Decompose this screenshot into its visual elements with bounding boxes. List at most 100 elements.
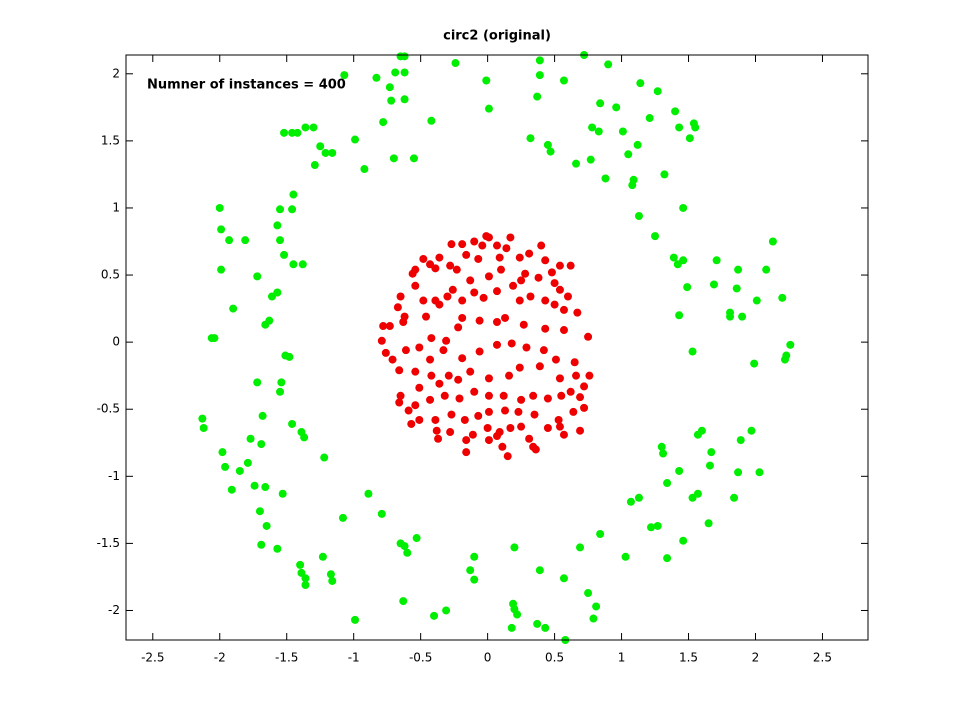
point — [470, 288, 479, 297]
point — [246, 434, 255, 443]
point — [426, 355, 435, 364]
point — [399, 318, 408, 327]
point — [432, 426, 441, 435]
x-tick-label: -1.5 — [275, 651, 298, 665]
point — [522, 343, 531, 352]
point — [455, 394, 464, 403]
point — [679, 536, 688, 545]
point — [250, 481, 259, 490]
point — [495, 253, 504, 262]
point — [446, 428, 455, 437]
point — [559, 430, 568, 439]
point — [257, 440, 266, 449]
point — [660, 170, 669, 179]
point — [458, 296, 467, 305]
point — [385, 322, 394, 331]
point — [412, 534, 421, 543]
point — [633, 140, 642, 149]
point — [736, 436, 745, 445]
point — [318, 552, 327, 561]
point — [704, 519, 713, 528]
point — [273, 544, 282, 553]
point — [484, 104, 493, 113]
point — [399, 597, 408, 606]
point — [780, 355, 789, 364]
point — [501, 313, 510, 322]
point — [381, 348, 390, 357]
y-tick-label: 1 — [112, 200, 120, 214]
point — [572, 159, 581, 168]
point — [675, 311, 684, 320]
point — [273, 288, 282, 297]
point — [221, 462, 230, 471]
point — [435, 379, 444, 388]
point — [705, 461, 714, 470]
x-tick-label: 1.5 — [679, 651, 698, 665]
point — [301, 123, 310, 132]
point — [225, 236, 234, 245]
point — [507, 339, 516, 348]
point — [521, 269, 530, 278]
point — [530, 410, 539, 419]
point — [624, 150, 633, 159]
point — [515, 296, 524, 305]
point — [526, 292, 535, 301]
point — [273, 221, 282, 230]
point — [462, 436, 471, 445]
point — [235, 466, 244, 475]
point — [351, 615, 360, 624]
point — [484, 407, 493, 416]
chart-title: circ2 (original) — [443, 29, 551, 44]
point — [419, 296, 428, 305]
point — [400, 95, 409, 104]
point — [257, 540, 266, 549]
point — [409, 154, 418, 163]
point — [685, 134, 694, 143]
point — [400, 52, 409, 61]
point — [387, 96, 396, 105]
point — [550, 300, 559, 309]
point — [555, 261, 564, 270]
point — [328, 148, 337, 157]
point — [554, 415, 563, 424]
point — [786, 340, 795, 349]
point — [651, 232, 660, 241]
point — [732, 284, 741, 293]
point — [328, 576, 337, 585]
point — [288, 128, 297, 137]
point — [484, 233, 493, 242]
point — [393, 303, 402, 312]
point — [289, 260, 298, 269]
point — [444, 371, 453, 380]
point — [580, 382, 589, 391]
point — [243, 458, 252, 467]
point — [576, 393, 585, 402]
point — [422, 312, 431, 321]
point — [379, 322, 388, 331]
point — [505, 371, 514, 380]
point — [535, 566, 544, 575]
point — [555, 374, 564, 383]
point — [510, 543, 519, 552]
point — [493, 432, 501, 441]
x-tick-label: -0.5 — [409, 651, 432, 665]
point — [479, 293, 488, 302]
y-tick-label: 2 — [112, 66, 120, 80]
point — [403, 548, 412, 557]
point — [543, 140, 552, 149]
point — [415, 383, 424, 392]
point — [559, 326, 568, 335]
point — [434, 434, 443, 443]
point — [396, 391, 405, 400]
point — [408, 269, 417, 278]
point — [466, 276, 475, 285]
point — [458, 313, 467, 322]
point — [388, 355, 397, 364]
point — [309, 123, 318, 132]
y-tick-label: -2 — [108, 603, 120, 617]
point — [427, 334, 436, 343]
point — [559, 305, 568, 314]
point — [430, 611, 439, 620]
point — [592, 602, 601, 611]
point — [515, 253, 524, 262]
